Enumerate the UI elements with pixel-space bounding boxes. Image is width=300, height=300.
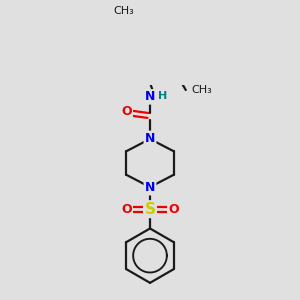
Text: CH₃: CH₃ [113, 6, 134, 16]
Text: N: N [145, 90, 155, 104]
Text: O: O [121, 105, 132, 118]
Text: N: N [145, 132, 155, 145]
Text: CH₃: CH₃ [191, 85, 212, 95]
Text: S: S [145, 202, 155, 217]
Text: N: N [145, 181, 155, 194]
Text: O: O [168, 203, 179, 216]
Text: H: H [158, 91, 167, 101]
Text: O: O [121, 203, 132, 216]
